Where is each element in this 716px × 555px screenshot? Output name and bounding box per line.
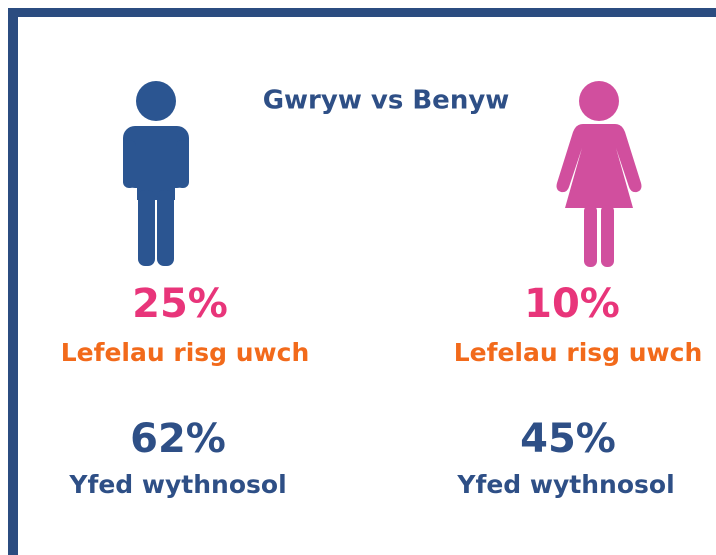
- stat-value: 45%: [520, 416, 616, 462]
- stat-value: 62%: [130, 416, 226, 462]
- left-border: [8, 8, 18, 555]
- male-icon: [123, 81, 189, 266]
- stat-label: Yfed wythnosol: [456, 470, 674, 499]
- title: Gwryw vs Benyw: [263, 86, 510, 116]
- stat-label: Lefelau risg uwch: [454, 338, 703, 367]
- stat-label: Yfed wythnosol: [68, 470, 286, 499]
- stat-value: 10%: [524, 281, 620, 327]
- stat-label: Lefelau risg uwch: [61, 338, 310, 367]
- top-border: [8, 8, 716, 17]
- stat-value: 25%: [132, 281, 228, 327]
- female-icon: [556, 81, 642, 267]
